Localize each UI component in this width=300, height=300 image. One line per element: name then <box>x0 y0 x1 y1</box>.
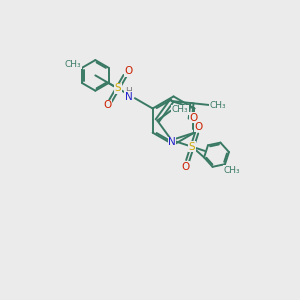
Text: S: S <box>189 142 196 152</box>
Text: N: N <box>168 137 176 147</box>
Text: CH₃: CH₃ <box>210 100 226 109</box>
Text: O: O <box>103 100 111 110</box>
Text: N: N <box>124 92 132 102</box>
Text: O: O <box>190 112 198 123</box>
Text: CH₃: CH₃ <box>223 166 240 175</box>
Text: CH₃: CH₃ <box>65 60 82 69</box>
Text: O: O <box>124 66 132 76</box>
Text: O: O <box>194 122 203 132</box>
Text: H: H <box>125 87 132 96</box>
Text: CH₃: CH₃ <box>172 105 188 114</box>
Text: S: S <box>114 83 121 93</box>
Text: O: O <box>182 162 190 172</box>
